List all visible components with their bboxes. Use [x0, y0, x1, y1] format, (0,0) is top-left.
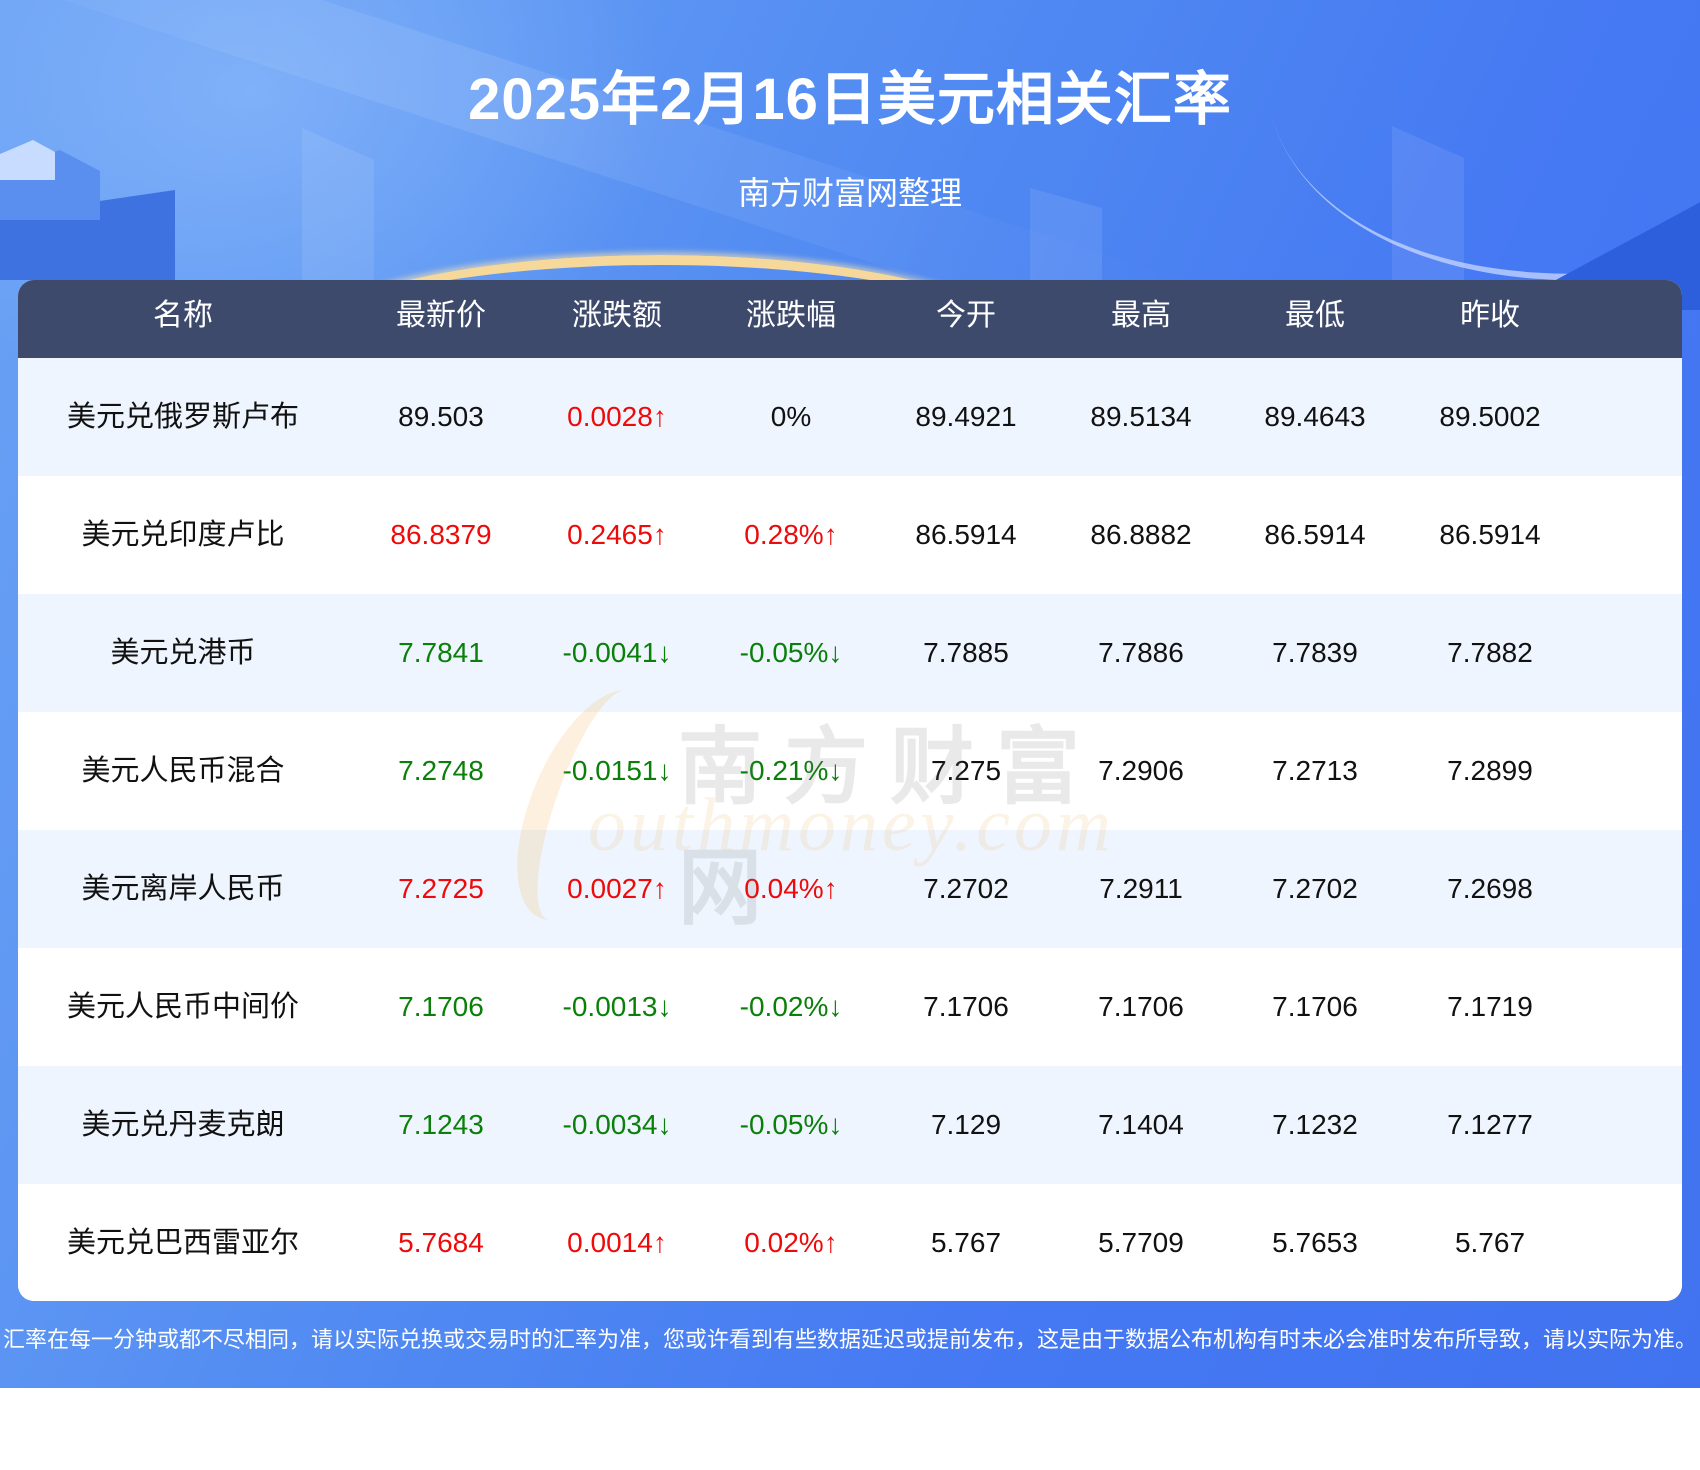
cell-prev-close: 7.2899	[1447, 755, 1533, 786]
cell-name: 美元人民币中间价	[66, 991, 299, 1023]
cell-latest: 7.7841	[398, 637, 484, 668]
table-body: 美元兑俄罗斯卢布 89.503 0.0028↑ 0% 89.4921 89.5134 89.…	[18, 358, 1682, 1301]
cell-change-pct: 0.28%↑	[744, 519, 838, 550]
cell-change: -0.0034↓	[562, 1109, 672, 1140]
cell-prev-close: 7.7882	[1447, 637, 1533, 668]
cell-name: 美元离岸人民币	[81, 873, 285, 905]
cell-name: 美元兑港币	[110, 637, 256, 669]
cell-open: 5.767	[930, 1227, 1002, 1258]
cell-high: 7.2906	[1098, 755, 1184, 786]
cell-change-pct: 0.04%↑	[744, 873, 838, 904]
cell-change-pct: -0.05%↓	[739, 637, 843, 668]
cell-name: 美元兑印度卢比	[81, 519, 285, 551]
cell-open: 89.4921	[915, 401, 1017, 432]
cell-change: -0.0151↓	[562, 755, 672, 786]
cell-open: 7.2702	[923, 873, 1009, 904]
cell-prev-close: 89.5002	[1439, 401, 1541, 432]
cell-change: -0.0013↓	[562, 991, 672, 1022]
cell-change: 0.0014↑	[567, 1227, 667, 1258]
column-header-open: 今开	[936, 299, 996, 332]
cell-change-pct: -0.02%↓	[739, 991, 843, 1022]
page-title: 2025年2月16日美元相关汇率	[468, 67, 1232, 132]
cell-low: 5.7653	[1272, 1227, 1358, 1258]
banner-pillar	[1392, 126, 1464, 286]
cell-open: 7.7885	[923, 637, 1009, 668]
cell-low: 89.4643	[1264, 401, 1366, 432]
cell-change: 0.0027↑	[567, 873, 667, 904]
gold-arc-decoration	[280, 255, 1040, 455]
column-header-low: 最低	[1285, 299, 1345, 332]
column-header-prev-close: 昨收	[1460, 299, 1520, 332]
cell-latest: 7.2748	[398, 755, 484, 786]
cell-prev-close: 86.5914	[1439, 519, 1541, 550]
table-row: 美元兑丹麦克朗 7.1243 -0.0034↓ -0.05%↓ 7.129 7.1404 7…	[18, 1066, 1682, 1184]
table-row: 美元兑港币 7.7841 -0.0041↓ -0.05%↓ 7.7885 7.7886 7.…	[18, 594, 1682, 712]
cell-high: 7.7886	[1098, 637, 1184, 668]
cell-name: 美元兑巴西雷亚尔	[66, 1227, 299, 1259]
cell-name: 美元兑丹麦克朗	[81, 1109, 285, 1141]
cell-low: 7.7839	[1272, 637, 1358, 668]
cell-low: 7.1232	[1272, 1109, 1358, 1140]
cell-high: 89.5134	[1090, 401, 1192, 432]
cell-high: 7.2911	[1099, 873, 1183, 904]
table-row: 美元兑俄罗斯卢布 89.503 0.0028↑ 0% 89.4921 89.5134 89.…	[18, 358, 1682, 476]
table-row: 美元人民币中间价 7.1706 -0.0013↓ -0.02%↓ 7.1706 7.170…	[18, 948, 1682, 1066]
cell-latest: 5.7684	[398, 1227, 484, 1258]
table-row: 美元人民币混合 7.2748 -0.0151↓ -0.21%↓ 7.275 7.2906 7…	[18, 712, 1682, 830]
cell-high: 5.7709	[1098, 1227, 1184, 1258]
table-row: 美元离岸人民币 7.2725 0.0027↑ 0.04%↑ 7.2702 7.2911 7.…	[18, 830, 1682, 948]
cell-low: 7.1706	[1272, 991, 1358, 1022]
cell-change: 0.0028↑	[567, 401, 667, 432]
column-header-change-pct: 涨跌幅	[746, 299, 836, 332]
table-row: 美元兑巴西雷亚尔 5.7684 0.0014↑ 0.02%↑ 5.767 5.7709 5.…	[18, 1184, 1682, 1301]
column-header-name: 名称	[153, 299, 213, 332]
cell-prev-close: 7.1719	[1447, 991, 1533, 1022]
cell-latest: 89.503	[398, 401, 484, 432]
page-subtitle: 南方财富网整理	[737, 175, 962, 211]
banner-pillar	[302, 128, 374, 288]
cell-low: 7.2713	[1272, 755, 1358, 786]
cell-latest: 86.8379	[390, 519, 492, 550]
cell-open: 7.275	[930, 755, 1002, 786]
cell-name: 美元人民币混合	[81, 755, 285, 787]
cell-latest: 7.1706	[398, 991, 484, 1022]
cell-latest: 7.2725	[398, 873, 484, 904]
cell-open: 7.129	[930, 1109, 1002, 1140]
cell-latest: 7.1243	[398, 1109, 484, 1140]
cell-prev-close: 7.1277	[1447, 1109, 1533, 1140]
cell-low: 7.2702	[1272, 873, 1358, 904]
column-header-latest: 最新价	[396, 299, 486, 332]
cell-high: 86.8882	[1090, 519, 1192, 550]
cell-prev-close: 7.2698	[1447, 873, 1533, 904]
cell-high: 7.1404	[1098, 1109, 1184, 1140]
cell-high: 7.1706	[1098, 991, 1184, 1022]
disclaimer-note: 汇率在每一分钟或都不尽相同，请以实际兑换或交易时的汇率为准，您或许看到有些数据延…	[2, 1327, 1697, 1352]
cell-name: 美元兑俄罗斯卢布	[66, 401, 299, 433]
cell-change-pct: -0.05%↓	[739, 1109, 843, 1140]
exchange-rate-table: 名称 最新价 涨跌额 涨跌幅 今开 最高 最低 昨收 美元兑俄罗斯卢布 89.50…	[18, 280, 1682, 1301]
column-header-change: 涨跌额	[572, 299, 662, 332]
cell-low: 86.5914	[1264, 519, 1366, 550]
cell-prev-close: 5.767	[1454, 1227, 1526, 1258]
cell-open: 86.5914	[915, 519, 1017, 550]
column-header-high: 最高	[1111, 299, 1171, 332]
cell-open: 7.1706	[923, 991, 1009, 1022]
banner-pillar	[1030, 188, 1102, 288]
cell-change-pct: 0.02%↑	[744, 1227, 838, 1258]
table-row: 美元兑印度卢比 86.8379 0.2465↑ 0.28%↑ 86.5914 86.888…	[18, 476, 1682, 594]
table-header: 名称 最新价 涨跌额 涨跌幅 今开 最高 最低 昨收	[18, 280, 1682, 358]
cell-change-pct: 0%	[770, 401, 812, 432]
cell-change-pct: -0.21%↓	[739, 755, 843, 786]
cell-change: 0.2465↑	[567, 519, 667, 550]
cell-change: -0.0041↓	[562, 637, 672, 668]
